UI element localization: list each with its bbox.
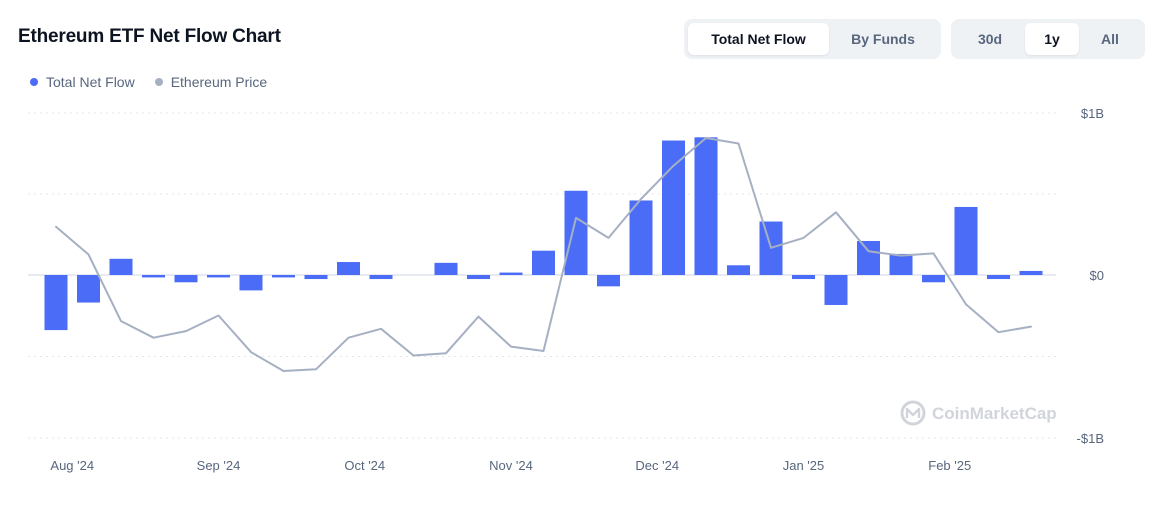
- coinmarketcap-watermark: CoinMarketCap: [900, 400, 1057, 426]
- net-flow-bar[interactable]: [239, 275, 263, 291]
- net-flow-bar[interactable]: [792, 275, 815, 280]
- net-flow-bar[interactable]: [1019, 270, 1043, 275]
- net-flow-bar[interactable]: [987, 275, 1010, 280]
- net-flow-bar[interactable]: [174, 275, 198, 283]
- range-30d-button[interactable]: 30d: [977, 31, 1003, 47]
- x-tick-label: Nov '24: [489, 458, 533, 473]
- net-flow-bar[interactable]: [44, 275, 68, 331]
- y-tick-label: $1B: [1081, 106, 1104, 121]
- net-flow-bar[interactable]: [857, 240, 880, 275]
- view-toggle: Total Net Flow By Funds: [684, 19, 941, 59]
- net-flow-bars: [44, 137, 1043, 331]
- range-toggle: 30d 1y All: [951, 19, 1145, 59]
- net-flow-bar[interactable]: [662, 140, 685, 275]
- legend-dot-total-net-flow: [30, 78, 38, 86]
- legend-item-ethereum-price[interactable]: Ethereum Price: [154, 74, 268, 90]
- x-tick-label: Oct '24: [344, 458, 385, 473]
- net-flow-bar[interactable]: [727, 265, 750, 275]
- legend-dot-ethereum-price: [154, 78, 163, 86]
- net-flow-bar[interactable]: [207, 275, 230, 278]
- net-flow-bar[interactable]: [142, 275, 165, 278]
- x-axis-ticks: Aug '24 Sep '24 Oct '24 Nov '24 Dec '24 Jan '…: [50, 458, 971, 473]
- range-1y-button[interactable]: 1y: [1025, 23, 1079, 55]
- net-flow-bar[interactable]: [954, 206, 978, 275]
- x-tick-label: Aug '24: [50, 458, 94, 473]
- chart-legend: Total Net Flow Ethereum Price: [30, 74, 287, 90]
- x-tick-label: Sep '24: [197, 458, 241, 473]
- net-flow-bar[interactable]: [597, 275, 620, 287]
- page-title: Ethereum ETF Net Flow Chart: [18, 26, 281, 47]
- ethereum-price-line[interactable]: [55, 137, 1032, 372]
- net-flow-bar[interactable]: [434, 262, 458, 275]
- net-flow-bar[interactable]: [467, 275, 490, 280]
- net-flow-bar[interactable]: [77, 275, 100, 303]
- x-tick-label: Dec '24: [635, 458, 679, 473]
- net-flow-bar[interactable]: [629, 200, 653, 275]
- net-flow-bar[interactable]: [922, 275, 945, 283]
- net-flow-bar[interactable]: [304, 275, 328, 280]
- x-tick-label: Jan '25: [783, 458, 825, 473]
- y-tick-label: -$1B: [1077, 431, 1104, 446]
- y-axis-ticks: $1B $0 -$1B: [1077, 106, 1104, 446]
- watermark-text: CoinMarketCap: [932, 404, 1057, 423]
- net-flow-bar[interactable]: [694, 137, 718, 275]
- net-flow-bar[interactable]: [272, 275, 295, 278]
- tab-by-funds[interactable]: By Funds: [851, 31, 915, 47]
- x-tick-label: Feb '25: [928, 458, 971, 473]
- net-flow-bar[interactable]: [337, 262, 360, 275]
- legend-label-total-net-flow: Total Net Flow: [46, 74, 135, 90]
- range-all-button[interactable]: All: [1101, 31, 1119, 47]
- tab-total-net-flow[interactable]: Total Net Flow: [688, 23, 829, 55]
- net-flow-bar[interactable]: [824, 275, 848, 305]
- net-flow-bar[interactable]: [369, 275, 393, 280]
- legend-item-total-net-flow[interactable]: Total Net Flow: [30, 74, 135, 90]
- net-flow-bar[interactable]: [499, 272, 523, 275]
- legend-label-ethereum-price: Ethereum Price: [170, 74, 268, 90]
- coinmarketcap-logo-icon: [900, 400, 926, 426]
- net-flow-bar[interactable]: [889, 253, 913, 275]
- net-flow-bar[interactable]: [532, 250, 555, 275]
- net-flow-bar[interactable]: [109, 258, 133, 275]
- net-flow-bar[interactable]: [564, 190, 588, 275]
- y-tick-label: $0: [1090, 268, 1104, 283]
- price-line-layer: [55, 137, 1032, 372]
